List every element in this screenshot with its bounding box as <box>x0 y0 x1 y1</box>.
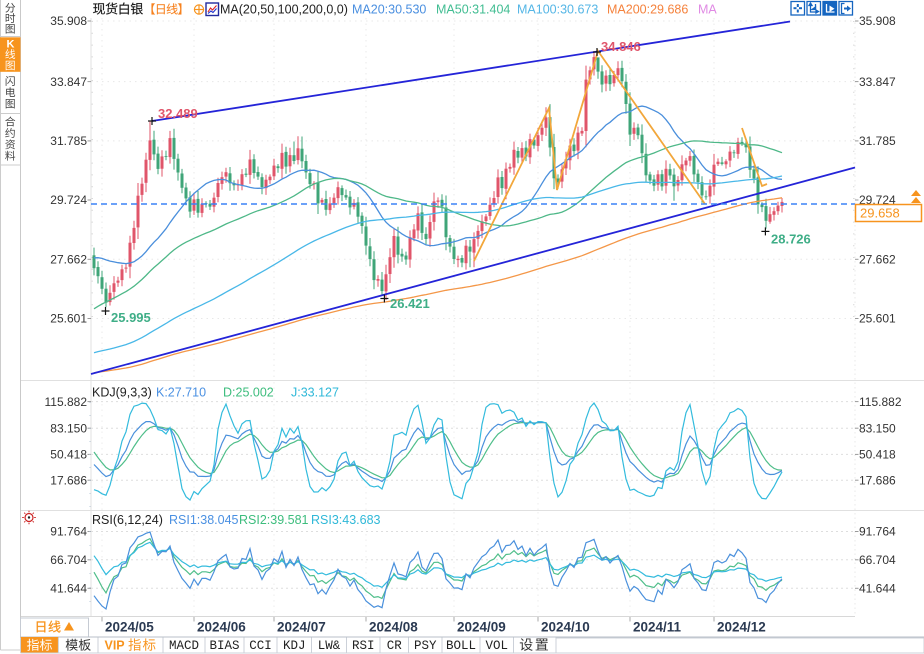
svg-text:31.785: 31.785 <box>859 134 896 148</box>
svg-text:K: K <box>7 39 15 51</box>
svg-text:28.726: 28.726 <box>771 232 811 247</box>
svg-text:MA20:30.530: MA20:30.530 <box>352 3 426 17</box>
svg-text:2024/11: 2024/11 <box>633 620 682 635</box>
svg-text:26.421: 26.421 <box>390 296 430 311</box>
svg-text:VIP: VIP <box>105 639 125 653</box>
svg-text:34.846: 34.846 <box>601 39 641 54</box>
svg-text:MA100:30.673: MA100:30.673 <box>517 3 598 17</box>
svg-text:25.601: 25.601 <box>859 312 896 326</box>
svg-text:66.704: 66.704 <box>50 553 87 567</box>
svg-text:BOLL: BOLL <box>446 639 476 653</box>
svg-text:RSI(6,12,24): RSI(6,12,24) <box>92 513 163 527</box>
svg-text:29.724: 29.724 <box>50 193 87 207</box>
svg-text:KDJ(9,3,3): KDJ(9,3,3) <box>92 386 152 400</box>
svg-text:2024/10: 2024/10 <box>541 620 590 635</box>
svg-text:BIAS: BIAS <box>209 639 239 653</box>
svg-text:91.764: 91.764 <box>50 525 87 539</box>
svg-text:17.686: 17.686 <box>50 473 87 487</box>
svg-text:50.418: 50.418 <box>859 448 896 462</box>
svg-text:RSI2:39.581: RSI2:39.581 <box>239 513 309 527</box>
svg-text:2024/07: 2024/07 <box>277 620 326 635</box>
svg-text:RSI1:38.045: RSI1:38.045 <box>169 513 239 527</box>
svg-text:RSI3:43.683: RSI3:43.683 <box>311 513 381 527</box>
svg-text:115.882: 115.882 <box>859 395 902 409</box>
svg-text:33.847: 33.847 <box>859 75 896 89</box>
svg-text:KDJ: KDJ <box>283 639 306 653</box>
svg-text:83.150: 83.150 <box>859 421 896 435</box>
svg-text:33.847: 33.847 <box>50 75 87 89</box>
svg-text:PSY: PSY <box>414 639 437 653</box>
svg-text:31.785: 31.785 <box>50 134 87 148</box>
svg-text:35.908: 35.908 <box>859 14 896 28</box>
svg-text:MA(20,50,100,200,0,0): MA(20,50,100,200,0,0) <box>220 3 348 17</box>
svg-text:29.658: 29.658 <box>860 206 900 221</box>
svg-text:J:33.127: J:33.127 <box>291 386 339 400</box>
svg-text:MA50:31.404: MA50:31.404 <box>436 3 510 17</box>
svg-text:25.995: 25.995 <box>111 310 151 325</box>
svg-text:CR: CR <box>387 639 403 653</box>
svg-text:25.601: 25.601 <box>50 312 87 326</box>
svg-text:115.882: 115.882 <box>45 395 88 409</box>
svg-text:35.908: 35.908 <box>50 14 87 28</box>
svg-text:29.724: 29.724 <box>859 193 896 207</box>
svg-text:2024/08: 2024/08 <box>369 620 418 635</box>
svg-text:D:25.002: D:25.002 <box>223 386 274 400</box>
svg-text:41.644: 41.644 <box>859 582 896 596</box>
svg-text:MA: MA <box>698 3 717 17</box>
svg-text:MA200:29.686: MA200:29.686 <box>607 3 688 17</box>
svg-text:27.662: 27.662 <box>859 253 896 267</box>
svg-text:66.704: 66.704 <box>859 553 896 567</box>
svg-text:K:27.710: K:27.710 <box>156 386 206 400</box>
svg-text:RSI: RSI <box>352 639 375 653</box>
svg-text:41.644: 41.644 <box>50 582 87 596</box>
svg-text:LW&: LW& <box>318 639 341 653</box>
svg-text:91.764: 91.764 <box>859 525 896 539</box>
svg-text:2024/12: 2024/12 <box>717 620 766 635</box>
svg-text:32.489: 32.489 <box>158 106 198 121</box>
svg-text:2024/09: 2024/09 <box>457 620 506 635</box>
svg-text:2024/05: 2024/05 <box>105 620 154 635</box>
svg-text:50.418: 50.418 <box>50 448 87 462</box>
svg-text:VOL: VOL <box>486 639 509 653</box>
svg-text:CCI: CCI <box>249 639 272 653</box>
svg-text:17.686: 17.686 <box>859 473 896 487</box>
svg-text:83.150: 83.150 <box>50 421 87 435</box>
svg-text:MACD: MACD <box>169 639 199 653</box>
svg-text:27.662: 27.662 <box>50 253 87 267</box>
svg-text:2024/06: 2024/06 <box>197 620 246 635</box>
